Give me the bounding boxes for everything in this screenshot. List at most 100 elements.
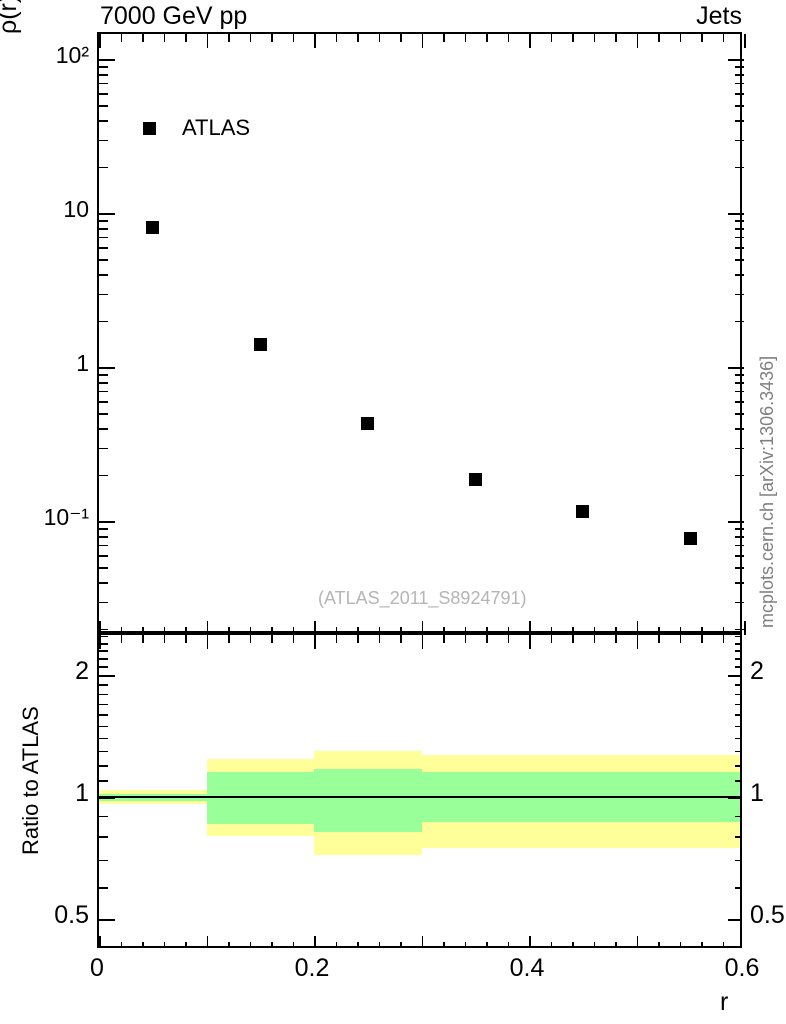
y-tick-label: 10 — [63, 196, 89, 222]
ratio-y-tick-minor — [735, 750, 740, 753]
y-tick-minor — [99, 220, 108, 222]
ratio-y-tick-minor — [99, 780, 108, 782]
x-tick-minor — [228, 627, 230, 635]
y-tick-minor — [735, 474, 744, 477]
ratio-y-tick-minor — [735, 836, 740, 838]
x-tick-major — [314, 621, 316, 635]
x-tick-major — [99, 34, 101, 48]
y-tick-minor — [735, 555, 744, 557]
x-tick-minor — [572, 627, 574, 635]
y-tick-minor — [99, 105, 108, 107]
x-tick-minor — [550, 34, 553, 42]
x-tick-minor — [357, 34, 359, 42]
ratio-y-tick-major — [99, 919, 115, 921]
x-tick-minor — [615, 34, 617, 42]
x-tick-minor — [507, 635, 510, 643]
x-tick-minor — [249, 942, 252, 946]
x-tick-minor — [120, 627, 123, 635]
y-tick-major — [99, 59, 115, 61]
x-tick-major — [421, 635, 424, 649]
y-tick-minor — [735, 413, 744, 415]
x-tick-minor — [507, 942, 510, 946]
x-tick-minor — [357, 635, 359, 643]
ratio-y-tick-minor — [99, 666, 108, 668]
ratio-y-tick-major — [99, 675, 115, 677]
legend-label-atlas: ATLAS — [182, 115, 251, 140]
ratio-y-tick-minor — [735, 703, 740, 706]
x-tick-minor — [486, 942, 488, 946]
x-tick-minor — [443, 34, 445, 42]
ratio-y-tick-minor — [99, 658, 108, 660]
x-tick-minor — [249, 34, 252, 42]
y-tick-minor — [99, 447, 108, 450]
x-tick-minor — [679, 635, 682, 643]
x-tick-minor — [658, 635, 660, 643]
y-tick-minor — [735, 139, 744, 142]
y-tick-minor — [735, 247, 744, 249]
y-tick-minor — [99, 166, 108, 169]
ratio-y-tick-minor — [735, 886, 740, 889]
ratio-y-tick-minor — [99, 836, 108, 838]
ratio-y-tick-minor — [99, 714, 108, 716]
x-tick-minor — [507, 627, 510, 635]
x-tick-minor — [550, 635, 553, 643]
y-tick-minor — [99, 73, 108, 76]
analysis-id-watermark: (ATLAS_2011_S8924791) — [318, 588, 527, 608]
y-tick-minor — [99, 474, 108, 477]
x-tick-minor — [185, 635, 187, 643]
ratio-y-tick-minor — [735, 666, 740, 668]
ratio-y-tick-minor — [735, 780, 740, 782]
x-tick-minor — [378, 942, 381, 946]
x-tick-minor — [228, 942, 230, 946]
legend: ATLAS — [143, 115, 250, 141]
header-collision-energy: 7000 GeV pp — [100, 2, 248, 30]
ratio-y-tick-minor — [735, 642, 740, 645]
x-tick-minor — [163, 34, 166, 42]
data-point-marker — [683, 531, 697, 545]
ratio-y-tick-minor — [99, 635, 108, 638]
x-tick-minor — [443, 942, 445, 946]
x-tick-minor — [507, 34, 510, 42]
main-plot-panel — [97, 32, 746, 635]
y-tick-minor — [735, 82, 744, 85]
x-axis-title: r — [720, 988, 729, 1016]
x-tick-minor — [679, 942, 682, 946]
y-tick-minor — [735, 73, 744, 76]
ratio-y-tick-label-right: 1 — [750, 779, 764, 807]
x-tick-minor — [400, 942, 402, 946]
x-tick-major — [206, 936, 209, 946]
y-tick-minor — [735, 381, 744, 384]
x-tick-minor — [679, 627, 682, 635]
y-tick-minor — [99, 274, 108, 276]
y-tick-major — [99, 367, 115, 369]
x-tick-major — [206, 34, 209, 48]
x-tick-minor — [701, 942, 703, 946]
x-tick-major — [206, 621, 209, 635]
y-tick-minor — [735, 582, 744, 584]
y-tick-minor — [99, 320, 108, 323]
x-tick-minor — [142, 627, 144, 635]
y-tick-minor — [735, 528, 744, 530]
ratio-y-tick-minor — [735, 737, 740, 740]
x-tick-minor — [443, 627, 445, 635]
x-tick-minor — [378, 34, 381, 42]
x-tick-minor — [357, 627, 359, 635]
data-point-marker — [468, 473, 482, 487]
x-tick-minor — [378, 635, 381, 643]
x-tick-minor — [292, 34, 295, 42]
x-tick-minor — [464, 942, 467, 946]
y-tick-minor — [735, 105, 744, 107]
x-tick-major — [99, 621, 101, 635]
x-tick-minor — [572, 34, 574, 42]
x-tick-minor — [615, 635, 617, 643]
x-tick-major — [636, 635, 639, 649]
y-tick-major — [728, 213, 744, 215]
x-tick-minor — [163, 627, 166, 635]
x-tick-minor — [185, 34, 187, 42]
x-tick-minor — [701, 635, 703, 643]
x-tick-minor — [400, 627, 402, 635]
ratio-y-tick-minor — [99, 750, 108, 753]
y-tick-minor — [99, 374, 108, 376]
ratio-y-tick-minor — [99, 764, 108, 767]
ratio-y-tick-label-right: 2 — [750, 657, 764, 685]
